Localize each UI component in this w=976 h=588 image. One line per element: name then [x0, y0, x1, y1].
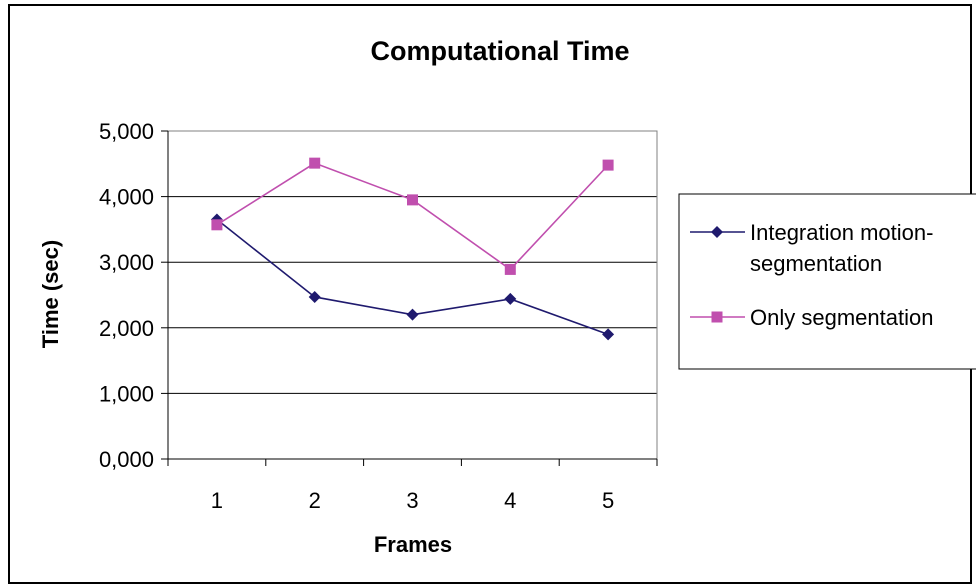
x-axis-title: Frames [374, 532, 452, 557]
plot-area [167, 130, 658, 460]
gridlines [167, 130, 658, 460]
y-tick-label: 5,000 [99, 119, 154, 144]
x-tick-label: 2 [309, 488, 321, 513]
legend-label-1: segmentation [750, 251, 882, 276]
y-axis-title: Time (sec) [38, 240, 63, 348]
data-point [504, 263, 516, 275]
y-axis-ticks: 0,000 1,000 2,000 3,000 4,000 5,000 [99, 119, 168, 472]
data-point [308, 290, 321, 303]
x-tick-label: 5 [602, 488, 614, 513]
data-point [406, 308, 419, 321]
x-tick-label: 1 [211, 488, 223, 513]
legend-marker-1 [711, 226, 723, 238]
x-tick-label: 3 [406, 488, 418, 513]
data-point [309, 157, 321, 169]
series-group [210, 157, 615, 341]
y-tick-label: 1,000 [99, 381, 154, 406]
x-tick-label: 4 [504, 488, 516, 513]
legend-marker-2 [711, 311, 723, 323]
data-point [602, 328, 615, 341]
legend-box [678, 193, 976, 370]
data-point [211, 219, 223, 231]
data-point [602, 159, 614, 171]
x-axis-ticks: 1 2 3 4 5 [167, 459, 658, 513]
y-tick-label: 2,000 [99, 316, 154, 341]
data-point [407, 194, 418, 206]
chart-title: Computational Time [370, 36, 629, 66]
legend-label-2: Only segmentation [750, 305, 933, 330]
y-tick-label: 4,000 [99, 185, 154, 210]
legend: Integration motion-segmentation Only segm… [678, 193, 976, 370]
y-tick-label: 3,000 [99, 250, 154, 275]
legend-label-1: Integration motion- [750, 220, 933, 245]
y-tick-label: 0,000 [99, 447, 154, 472]
data-point [504, 292, 517, 305]
series-line-2 [216, 162, 609, 271]
